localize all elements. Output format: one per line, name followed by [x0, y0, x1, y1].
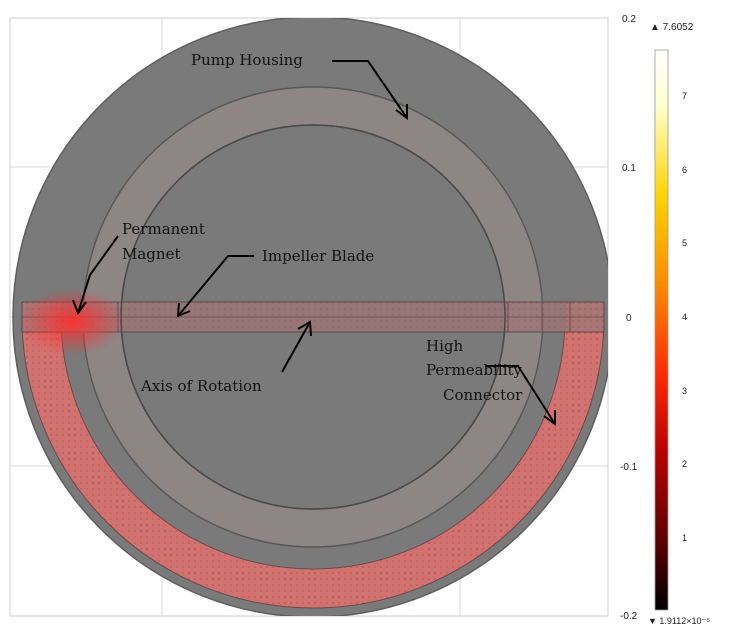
- arrow-pump-housing: [332, 60, 408, 119]
- arrowhead-high-permeability: [543, 410, 556, 426]
- y-tick-label: 0.1: [622, 163, 636, 174]
- arrow-axis-of-rotation: [281, 321, 311, 373]
- connector-field-texture: [22, 302, 604, 608]
- arrowhead-permanent-magnet: [72, 299, 87, 316]
- arrow-permanent-magnet: [77, 235, 119, 314]
- arrow-impeller-blade: [177, 255, 254, 317]
- y-axis-ticks: 0.2 0.1 0 -0.1 -0.2: [620, 14, 638, 622]
- colorbar-gradient: [654, 49, 669, 611]
- colorbar-ticks: 7 6 5 4 3 2 1: [682, 91, 687, 543]
- y-tick-label: 0.2: [622, 14, 636, 25]
- colorbar: ▲ 7.6052 7 6 5 4 3 2 1 ▼ 1.9112×10⁻⁵: [648, 22, 710, 626]
- label-axis-of-rotation: Axis of Rotation: [140, 377, 262, 395]
- colorbar-max-label: ▲ 7.6052: [650, 22, 694, 33]
- label-impeller-blade: Impeller Blade: [262, 247, 374, 265]
- label-high-permeability-3: Connector: [443, 386, 523, 404]
- colorbar-tick-label: 5: [682, 238, 687, 248]
- colorbar-tick-label: 4: [682, 312, 687, 322]
- colorbar-tick-label: 6: [682, 165, 687, 175]
- colorbar-tick-label: 3: [682, 386, 687, 396]
- arrowhead-pump-housing: [395, 104, 408, 120]
- colorbar-tick-label: 2: [682, 459, 687, 469]
- arrow-high-permeability: [486, 365, 556, 425]
- callout-arrows: [72, 60, 556, 426]
- permanent-magnet-hotspot: [20, 288, 124, 356]
- callout-labels: Pump Housing Permanent Magnet Impeller B…: [122, 51, 523, 404]
- y-tick-label: -0.1: [620, 462, 638, 473]
- colorbar-tick-label: 1: [682, 533, 687, 543]
- impeller-chamber: [120, 124, 506, 510]
- label-permanent-magnet-2: Magnet: [122, 245, 180, 263]
- arrowhead-impeller-blade: [176, 302, 191, 318]
- y-tick-label: -0.2: [620, 611, 638, 622]
- label-high-permeability-1: High: [426, 337, 463, 355]
- arrowhead-axis-of-rotation: [297, 320, 312, 337]
- colorbar-min-label: ▼ 1.9112×10⁻⁵: [648, 616, 710, 626]
- label-high-permeability-2: Permeability: [426, 361, 523, 379]
- label-permanent-magnet-1: Permanent: [122, 220, 205, 238]
- label-pump-housing: Pump Housing: [191, 51, 303, 69]
- colorbar-tick-label: 7: [682, 91, 687, 101]
- y-tick-label: 0: [626, 313, 632, 324]
